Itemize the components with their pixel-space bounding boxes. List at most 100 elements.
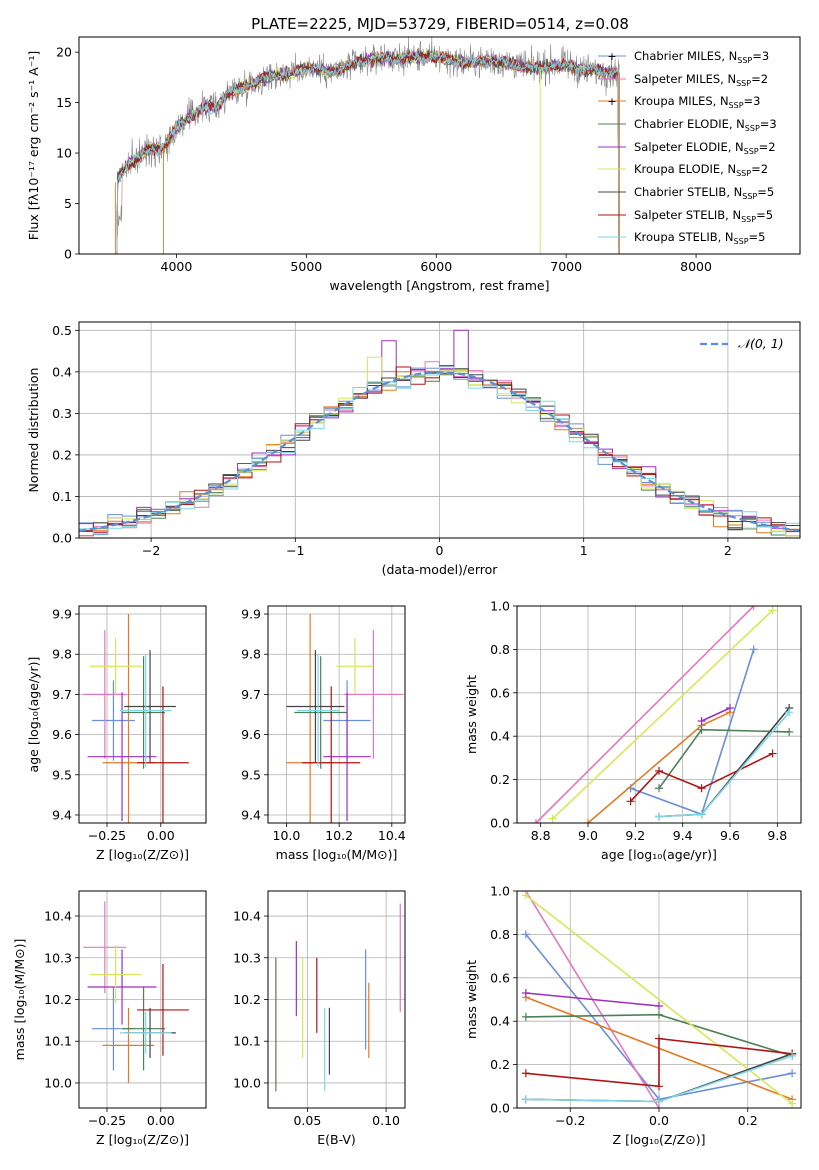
weight-line <box>630 649 755 816</box>
z-age-panel-ytick-label: 9.9 <box>52 607 72 622</box>
z-mass-panel-ytick-label: 10.3 <box>44 950 72 965</box>
z-weight-panel-ytick-label: 1.0 <box>490 884 510 899</box>
weight-marker <box>548 814 557 823</box>
weight-marker <box>768 749 777 758</box>
legend-sub: SSP <box>742 192 757 201</box>
z-mass-panel-ylabel: mass [log₁₀(M/M⊙)] <box>12 939 27 1061</box>
legend-label: Chabrier STELIB, NSSP=5 <box>634 185 774 201</box>
z-mass-panel-xlabel: Z [log₁₀(Z/Z⊙)] <box>96 1132 189 1147</box>
mass-age-panel-ytick-label: 9.5 <box>241 767 261 782</box>
mass-age-panel-ytick-label: 9.9 <box>241 607 261 622</box>
spectrum-axes: 4000 5000 6000 7000 8000 0 5 10 15 20 wavelength [… <box>26 45 712 293</box>
spectrum-xtick-label: 8000 <box>680 259 712 274</box>
z-mass-panel-xtick-label: 0.00 <box>147 1113 175 1128</box>
age-weight-panel-ytick-label: 0.8 <box>490 642 510 657</box>
weight-marker <box>584 819 592 823</box>
weight-marker <box>655 784 663 793</box>
z-age-panel-ytick-label: 9.4 <box>52 807 72 822</box>
z-mass-panel-frame <box>78 890 207 1109</box>
z-weight-panel-ytick-label: 0.2 <box>490 1057 510 1072</box>
z-mass-panel-ytick-label: 10.4 <box>44 909 72 924</box>
spectrum-xtick-label: 6000 <box>420 259 452 274</box>
weight-marker <box>521 988 530 997</box>
legend-sub: SSP <box>737 56 752 65</box>
age-weight-panel-ytick-label: 1.0 <box>490 599 510 614</box>
spectrum-ytick-label: 20 <box>56 45 72 60</box>
z-weight-panel-xtick-label: 0.0 <box>649 1113 669 1128</box>
weight-marker <box>655 1097 663 1106</box>
mass-age-panel-content <box>286 614 403 823</box>
legend-label: Kroupa STELIB, NSSP=5 <box>634 230 765 246</box>
z-age-panel-ytick-label: 9.5 <box>52 767 72 782</box>
z-age-panel-xtick-label: 0.00 <box>147 828 175 843</box>
legend-value: =2 <box>751 72 768 86</box>
z-weight-panel-xtick-label: 0.2 <box>738 1113 758 1128</box>
z-age-panel-ylabel: age [log₁₀(age/yr)] <box>26 657 41 773</box>
ebv-mass-panel-ytick-label: 10.3 <box>233 950 261 965</box>
z-age-panel-xlabel: Z [log₁₀(Z/Z⊙)] <box>96 847 189 862</box>
ebv-mass-panel-xtick-label: 0.05 <box>293 1113 321 1128</box>
residual-hist-ytick-label: 0.4 <box>52 364 72 379</box>
z-weight-panel-ylabel: mass weight <box>464 960 479 1039</box>
legend-sub: SSP <box>745 124 760 133</box>
age-weight-panel-xtick-label: 8.8 <box>531 828 551 843</box>
legend-sub: SSP <box>734 237 749 246</box>
residual-hist-frame <box>78 321 801 539</box>
legend-marker: + <box>607 50 616 63</box>
spectrum-model-line <box>115 49 621 254</box>
residual-hist-xtick-label: −2 <box>142 543 160 558</box>
age-weight-panel-ytick-label: 0.0 <box>490 816 510 831</box>
z-age-panel-ytick-label: 9.6 <box>52 727 72 742</box>
weight-marker <box>749 606 758 610</box>
legend-sub: SSP <box>729 101 744 110</box>
weight-marker <box>726 703 734 712</box>
residual-hist-ylabel: Normed distribution <box>26 368 41 493</box>
mass-age-panel-xtick-label: 10.0 <box>273 828 301 843</box>
weight-marker <box>749 645 758 654</box>
normal-reference-curve <box>79 371 800 532</box>
figure-title: PLATE=2225, MJD=53729, FIBERID=0514, z=0… <box>251 15 629 33</box>
weight-marker <box>655 1034 663 1043</box>
age-weight-panel-xtick-label: 9.8 <box>767 828 787 843</box>
weight-marker <box>521 1069 530 1078</box>
weight-marker <box>655 1010 663 1019</box>
weight-marker <box>788 1099 797 1108</box>
mass-age-panel-xlabel: mass [log₁₀(M/M⊙)] <box>276 847 398 862</box>
spectrum-xlabel: wavelength [Angstrom, rest frame] <box>329 278 549 293</box>
legend-label: Salpeter STELIB, NSSP=5 <box>634 208 773 224</box>
z-weight-panel-ytick-label: 0.0 <box>490 1101 510 1116</box>
spectrum-legend: + Chabrier MILES, NSSP=3 Salpeter MILES, N… <box>598 49 777 246</box>
z-age-panel-ytick-label: 9.7 <box>52 687 72 702</box>
z-age-panel-axes: −0.25 0.00 9.4 9.5 9.6 9.7 9.8 9.9 Z [log₁₀(Z/Z⊙… <box>26 606 206 862</box>
ebv-mass-panel-frame <box>267 890 406 1109</box>
weight-marker <box>768 606 777 615</box>
weight-marker <box>655 1002 663 1011</box>
z-weight-panel-xtick-label: −0.2 <box>555 1113 585 1128</box>
spectrum-ylabel: Flux [fλ10⁻¹⁷ erg cm⁻² s⁻¹ A⁻¹] <box>26 51 41 240</box>
weight-line <box>535 606 755 823</box>
legend-value: =5 <box>756 208 773 222</box>
spectrum-model-line <box>115 51 621 254</box>
z-mass-panel-ytick-label: 10.1 <box>44 1034 72 1049</box>
ebv-mass-panel-axes: 0.05 0.10 10.0 10.1 10.2 10.3 10.4 E(B-V) <box>233 891 405 1147</box>
legend-value: =3 <box>752 49 769 63</box>
residual-hist-xtick-label: −1 <box>286 543 304 558</box>
age-weight-panel-xtick-label: 9.2 <box>625 828 645 843</box>
ebv-mass-panel-ytick-label: 10.4 <box>233 909 261 924</box>
age-weight-panel-ytick-label: 0.4 <box>490 729 510 744</box>
weight-marker <box>521 1095 530 1104</box>
weight-line <box>525 1037 793 1088</box>
ebv-mass-panel-ytick-label: 10.1 <box>233 1034 261 1049</box>
age-weight-panel-ytick-label: 0.2 <box>490 772 510 787</box>
weight-marker <box>655 812 663 821</box>
z-age-panel-frame <box>78 605 207 824</box>
z-mass-panel-ytick-label: 10.0 <box>44 1075 72 1090</box>
spectrum-model-line <box>115 50 621 254</box>
z-age-panel-xtick-label: −0.25 <box>88 828 126 843</box>
ebv-mass-panel-xlabel: E(B-V) <box>317 1132 356 1147</box>
residual-hist-axes: −2 −1 0 1 2 0.0 0.1 0.2 0.3 0.4 0.5 (data-model)/er… <box>26 322 800 577</box>
age-weight-panel-xtick-label: 9.4 <box>673 828 693 843</box>
spectrum-xtick-label: 7000 <box>550 259 582 274</box>
weight-line <box>551 609 774 820</box>
weight-marker <box>697 717 706 726</box>
